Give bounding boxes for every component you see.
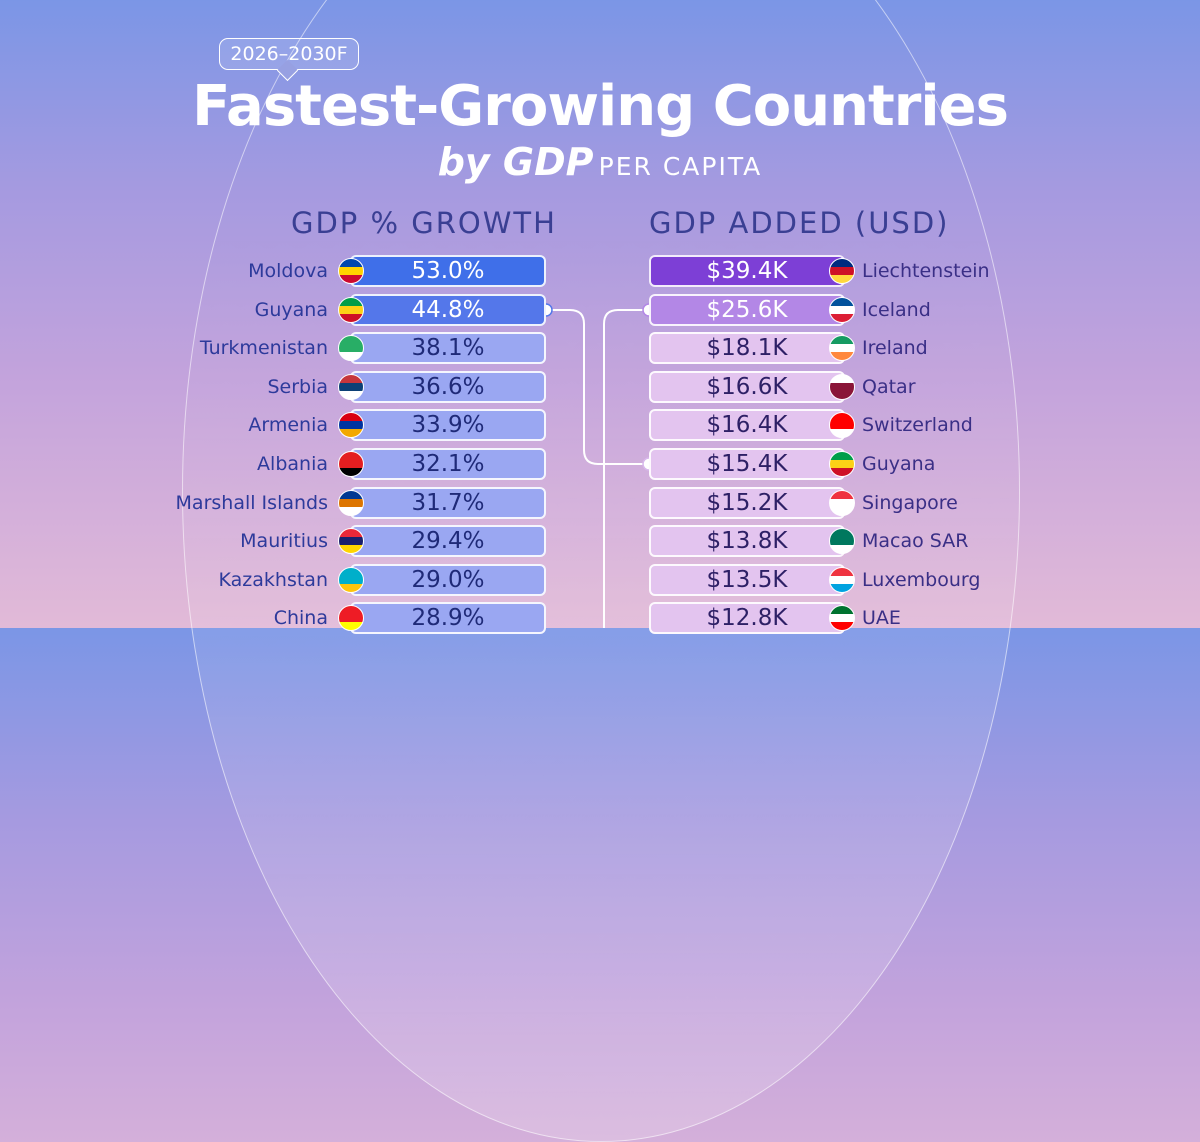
- right-country-label: Ireland: [862, 337, 928, 359]
- iceland-flag-icon: [829, 297, 855, 323]
- gdp-added-bar: $16.6K: [649, 371, 845, 403]
- guyana-flag-icon: [338, 297, 364, 323]
- left-country-label: Turkmenistan: [199, 337, 328, 359]
- right-column-header: GDP ADDED (USD): [649, 206, 950, 240]
- growth-bar: 38.1%: [350, 332, 546, 364]
- growth-value-label: 29.4%: [411, 528, 485, 554]
- gdp-added-bar: $13.5K: [649, 564, 845, 596]
- left-country-label: Guyana: [254, 299, 328, 321]
- right-country-label: Luxembourg: [862, 569, 981, 591]
- growth-bar: 28.9%: [350, 602, 546, 634]
- date-range-label: 2026–2030F: [230, 43, 348, 65]
- marshall-islands-flag-icon: [338, 490, 364, 516]
- gdp-added-value-label: $12.8K: [706, 605, 788, 631]
- right-country-label: Switzerland: [862, 414, 973, 436]
- kazakhstan-flag-icon: [338, 567, 364, 593]
- growth-bar: 53.0%: [350, 255, 546, 287]
- uae-flag-icon: [829, 605, 855, 631]
- growth-bar: 33.9%: [350, 409, 546, 441]
- growth-value-label: 31.7%: [411, 490, 485, 516]
- left-country-label: Marshall Islands: [175, 492, 328, 514]
- albania-flag-icon: [338, 451, 364, 477]
- connector-line-right: [603, 309, 649, 628]
- growth-value-label: 28.9%: [411, 605, 485, 631]
- gdp-added-bar: $18.1K: [649, 332, 845, 364]
- growth-bar: 32.1%: [350, 448, 546, 480]
- mauritius-flag-icon: [338, 528, 364, 554]
- growth-value-label: 38.1%: [411, 335, 485, 361]
- turkmenistan-flag-icon: [338, 335, 364, 361]
- liechtenstein-flag-icon: [829, 258, 855, 284]
- right-country-label: Iceland: [862, 299, 931, 321]
- left-country-label: Moldova: [248, 260, 328, 282]
- gdp-added-value-label: $15.2K: [706, 490, 788, 516]
- gdp-added-value-label: $13.8K: [706, 528, 788, 554]
- right-country-label: Liechtenstein: [862, 260, 990, 282]
- luxembourg-flag-icon: [829, 567, 855, 593]
- gdp-added-bar: $25.6K: [649, 294, 845, 326]
- gdp-added-bar: $15.4K: [649, 448, 845, 480]
- gdp-added-value-label: $13.5K: [706, 567, 788, 593]
- switzerland-flag-icon: [829, 412, 855, 438]
- left-column-header: GDP % GROWTH: [291, 206, 557, 240]
- gdp-added-value-label: $16.6K: [706, 374, 788, 400]
- chart-title: Fastest-Growing Countries: [192, 74, 1009, 139]
- growth-bar: 44.8%: [350, 294, 546, 326]
- growth-value-label: 29.0%: [411, 567, 485, 593]
- left-country-label: Serbia: [267, 376, 328, 398]
- subtitle-main: by GDP: [437, 140, 594, 184]
- gdp-added-bar: $12.8K: [649, 602, 845, 634]
- left-country-label: China: [273, 607, 328, 629]
- qatar-flag-icon: [829, 374, 855, 400]
- left-country-label: Mauritius: [240, 530, 328, 552]
- left-country-label: Armenia: [248, 414, 328, 436]
- gdp-added-bar: $15.2K: [649, 487, 845, 519]
- macao-flag-icon: [829, 528, 855, 554]
- china-flag-icon: [338, 605, 364, 631]
- growth-value-label: 36.6%: [411, 374, 485, 400]
- right-country-label: UAE: [862, 607, 901, 629]
- gdp-added-value-label: $39.4K: [706, 258, 788, 284]
- growth-bar: 36.6%: [350, 371, 546, 403]
- left-country-label: Kazakhstan: [218, 569, 328, 591]
- serbia-flag-icon: [338, 374, 364, 400]
- growth-value-label: 44.8%: [411, 297, 485, 323]
- subtitle-secondary: PER CAPITA: [598, 152, 763, 181]
- gdp-added-bar: $16.4K: [649, 409, 845, 441]
- growth-value-label: 53.0%: [411, 258, 485, 284]
- connector-line-left: [546, 309, 649, 465]
- left-country-label: Albania: [257, 453, 328, 475]
- moldova-flag-icon: [338, 258, 364, 284]
- right-country-label: Macao SAR: [862, 530, 969, 552]
- gdp-added-value-label: $18.1K: [706, 335, 788, 361]
- growth-value-label: 32.1%: [411, 451, 485, 477]
- gdp-added-value-label: $16.4K: [706, 412, 788, 438]
- date-range-badge: 2026–2030F: [219, 38, 359, 82]
- gdp-added-value-label: $25.6K: [706, 297, 788, 323]
- right-country-label: Singapore: [862, 492, 958, 514]
- chart-subtitle: by GDP PER CAPITA: [0, 140, 1200, 184]
- growth-bar: 29.4%: [350, 525, 546, 557]
- gdp-added-bar: $13.8K: [649, 525, 845, 557]
- ireland-flag-icon: [829, 335, 855, 361]
- growth-bar: 29.0%: [350, 564, 546, 596]
- right-country-label: Qatar: [862, 376, 916, 398]
- guyana-flag-icon: [829, 451, 855, 477]
- right-country-label: Guyana: [862, 453, 936, 475]
- gdp-added-bar: $39.4K: [649, 255, 845, 287]
- growth-bar: 31.7%: [350, 487, 546, 519]
- guyana-connector: [539, 303, 656, 628]
- growth-value-label: 33.9%: [411, 412, 485, 438]
- gdp-added-value-label: $15.4K: [706, 451, 788, 477]
- armenia-flag-icon: [338, 412, 364, 438]
- singapore-flag-icon: [829, 490, 855, 516]
